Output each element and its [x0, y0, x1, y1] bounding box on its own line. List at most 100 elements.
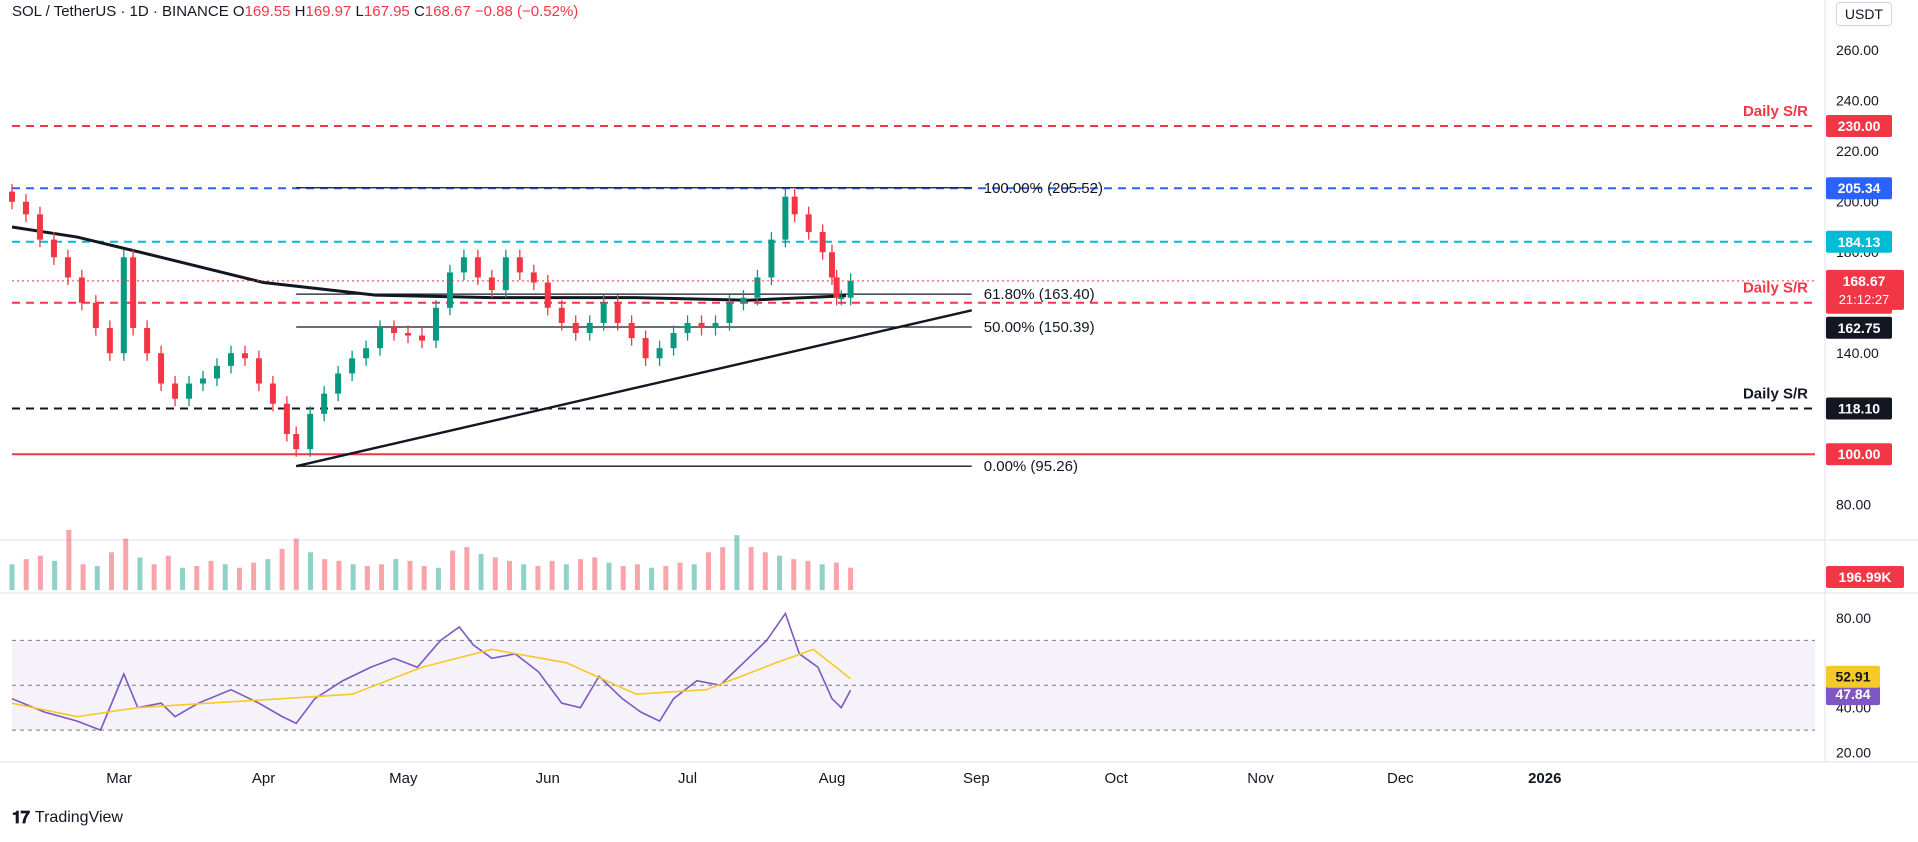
candle-body: [530, 272, 537, 283]
price-tick-label: 140.00: [1836, 345, 1879, 361]
level-price-label: 184.13: [1838, 234, 1881, 250]
candle-body: [805, 214, 812, 233]
volume-bar: [791, 559, 797, 590]
candle-body: [838, 297, 845, 300]
volume-bar: [123, 538, 129, 590]
volume-bar: [293, 538, 299, 590]
candle-body: [321, 393, 328, 414]
candle-body: [488, 277, 495, 291]
candle-body: [446, 272, 453, 308]
level-price-label: 230.00: [1838, 118, 1881, 134]
volume-bar: [407, 560, 413, 590]
time-tick-label: 2026: [1528, 770, 1561, 787]
volume-bar: [80, 564, 86, 590]
candle-body: [558, 307, 565, 323]
currency-button[interactable]: USDT: [1835, 2, 1892, 26]
candle-body: [656, 348, 663, 359]
level-price-label: 100.00: [1838, 446, 1881, 462]
candle-body: [92, 302, 99, 328]
price-tick-label: 220.00: [1836, 143, 1879, 159]
volume-bar: [9, 564, 15, 590]
volume-bar: [52, 560, 58, 590]
candle-body: [172, 383, 179, 399]
time-tick-label: Sep: [963, 770, 990, 787]
candle-body: [158, 353, 165, 384]
candle-body: [307, 413, 314, 450]
candle-body: [572, 322, 579, 334]
volume-bar: [364, 566, 370, 590]
level-price-badge: [1826, 114, 1892, 137]
candle-body: [349, 358, 356, 374]
last-price-label: 168.67: [1843, 273, 1886, 289]
volume-bar: [649, 567, 655, 590]
volume-bar: [421, 566, 427, 590]
level-price-badge: [1826, 230, 1892, 253]
volume-bar: [336, 560, 342, 590]
volume-bar: [634, 564, 640, 590]
volume-bar: [549, 560, 555, 590]
candle-body: [754, 277, 761, 298]
volume-bar: [464, 547, 470, 590]
time-tick-label: Nov: [1247, 770, 1274, 787]
volume-bar: [748, 547, 754, 590]
volume-bar: [592, 557, 598, 590]
rsi-tick-label: 20.00: [1836, 745, 1871, 761]
volume-bar: [833, 562, 839, 590]
candle-body: [64, 257, 71, 278]
open-value: 169.55: [244, 3, 291, 20]
candle-body: [628, 322, 635, 339]
volume-bar: [563, 564, 569, 590]
candle-body: [819, 232, 826, 253]
candle-body: [791, 196, 798, 215]
candle-body: [106, 327, 113, 354]
last-price-badge: [1826, 269, 1904, 310]
high-value: 169.97: [305, 3, 352, 20]
candle-body: [684, 322, 691, 334]
candle-body: [502, 257, 509, 291]
symbol-title[interactable]: SOL / TetherUS · 1D · BINANCE: [12, 3, 229, 20]
volume-bar: [23, 559, 29, 590]
volume-bar: [435, 567, 441, 590]
volume-bar: [208, 560, 214, 590]
price-change: −0.88 (−0.52%): [474, 3, 579, 20]
candle-body: [377, 327, 384, 349]
candle-body: [78, 277, 85, 303]
volume-bar: [265, 559, 271, 590]
candle-body: [828, 252, 835, 278]
candle-body: [740, 297, 747, 303]
open-label: O: [232, 3, 245, 20]
candle-body: [22, 201, 29, 215]
candle-body: [200, 378, 207, 384]
volume-bar: [322, 559, 328, 590]
volume-bar: [236, 567, 242, 590]
volume-bar: [151, 564, 157, 590]
level-annotation: Daily S/R: [1743, 103, 1808, 120]
volume-bar: [777, 555, 783, 590]
volume-badge: [1826, 566, 1904, 588]
candle-body: [670, 333, 677, 349]
close-label: C: [413, 3, 425, 20]
level-price-label: 118.10: [1838, 401, 1880, 417]
level-annotation: Daily S/R: [1743, 280, 1808, 297]
tradingview-logo[interactable]: 𝟏𝟕 TradingView: [12, 808, 123, 828]
volume-bar: [222, 564, 228, 590]
price-tick-label: 240.00: [1836, 93, 1879, 109]
volume-bar: [94, 566, 100, 590]
price-tick-label: 80.00: [1836, 497, 1871, 513]
ascending-trendline: [295, 309, 973, 468]
volume-bar: [108, 552, 114, 590]
candle-body: [544, 282, 551, 308]
candle-body: [36, 214, 43, 240]
volume-bar: [762, 552, 768, 590]
candle-body: [269, 383, 276, 404]
volume-bar: [805, 560, 811, 590]
fib-level-label: 0.00% (95.26): [984, 458, 1078, 475]
volume-bar: [492, 557, 498, 590]
volume-bar: [734, 535, 740, 590]
candle-body: [460, 257, 467, 273]
candle-body: [405, 333, 412, 336]
volume-bar: [620, 566, 626, 590]
volume-bar: [379, 564, 385, 590]
candle-body: [698, 322, 705, 328]
